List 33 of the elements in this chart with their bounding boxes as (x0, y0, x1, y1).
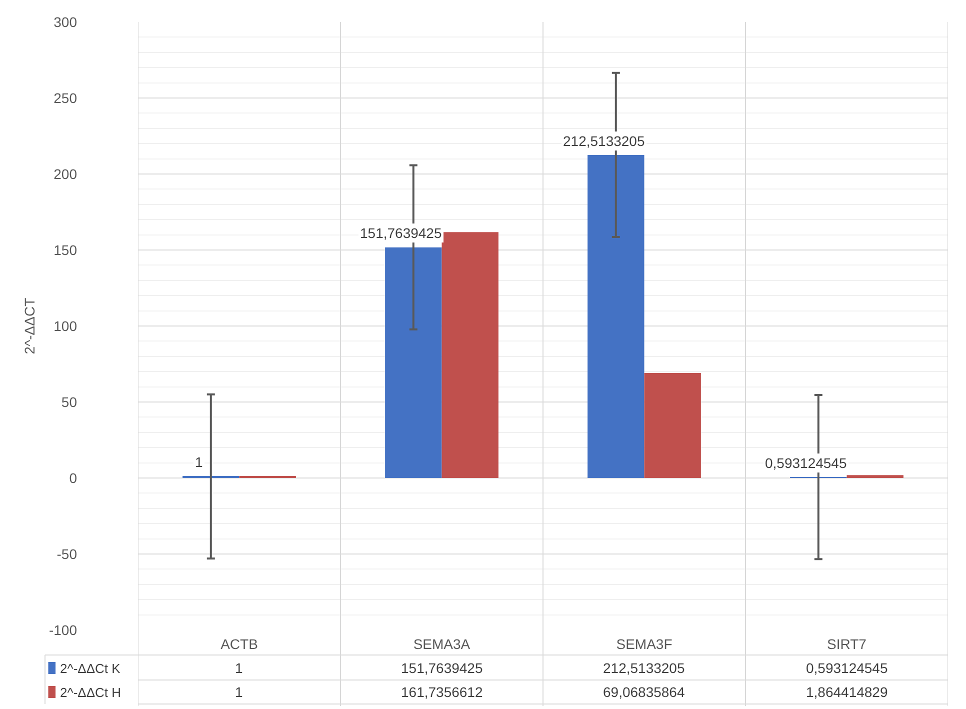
x-tick-label: SEMA3F (616, 636, 672, 652)
data-label: 1,864414829 (806, 684, 888, 700)
data-label: 0,593124545 (806, 660, 888, 676)
data-label: 161,7356612 (401, 684, 483, 700)
y-tick-label: -50 (56, 546, 78, 562)
text: 212,5133205 (563, 133, 645, 149)
x-tick-label: ACTB (220, 636, 258, 652)
legend-label: 2^-ΔΔCt H (60, 685, 122, 700)
y-tick-label: 200 (54, 166, 78, 182)
text: 151,7639425 (360, 225, 442, 241)
y-tick-label: 250 (54, 90, 78, 106)
y-tick-label: 0 (69, 470, 78, 486)
data-label: 69,06835864 (603, 684, 685, 700)
data-label: 212,5133205 (603, 660, 685, 676)
y-tick-label: 150 (54, 242, 78, 258)
y-tick-label: -100 (48, 622, 78, 638)
data-label: 1 (235, 660, 243, 676)
x-tick-label: SEMA3A (413, 636, 471, 652)
bar (846, 475, 904, 478)
bar (644, 373, 701, 478)
legend-label: 2^-ΔΔCt K (60, 661, 121, 676)
bar (588, 154, 644, 478)
text: 0,593124545 (765, 455, 847, 471)
text: 1 (195, 454, 203, 470)
data-label: 1 (235, 684, 243, 700)
x-tick-label: SIRT7 (827, 636, 867, 652)
y-axis-title: 2^-ΔΔCT (22, 297, 38, 354)
bar (385, 247, 442, 478)
y-tick-label: 300 (54, 14, 78, 30)
data-label: 151,7639425 (401, 660, 483, 676)
y-tick-label: 100 (54, 318, 78, 334)
bar (442, 232, 498, 478)
y-tick-label: 50 (61, 394, 78, 410)
